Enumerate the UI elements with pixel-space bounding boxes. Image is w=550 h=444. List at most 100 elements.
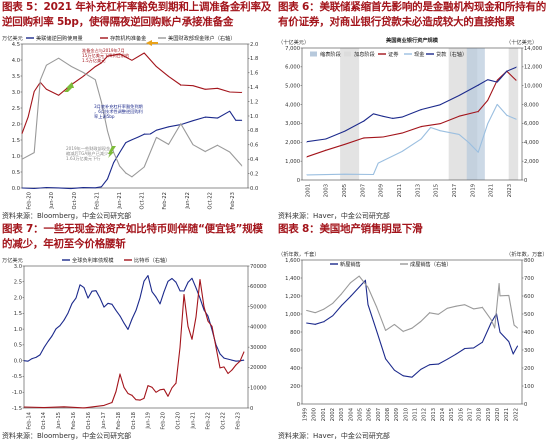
x-tick-label: 2014	[440, 407, 446, 421]
data-point	[59, 325, 61, 327]
x-tick-label: 2007	[376, 408, 382, 421]
data-point	[235, 360, 237, 361]
x-tick-label: 2005	[342, 184, 348, 197]
data-point	[179, 290, 181, 292]
data-point	[31, 358, 33, 360]
data-point	[101, 62, 102, 64]
data-point	[344, 143, 346, 145]
series-line-1	[306, 279, 519, 378]
data-point	[487, 79, 489, 81]
data-point	[195, 287, 197, 289]
data-point	[350, 295, 351, 297]
data-point	[119, 373, 121, 374]
y2-tick-label: 500	[524, 312, 534, 318]
data-point	[43, 406, 45, 408]
data-point	[168, 75, 169, 77]
data-point	[187, 326, 189, 328]
x-tick-label: 2005	[358, 408, 364, 421]
y-tick-label: 0.5	[12, 170, 20, 176]
data-point	[167, 281, 169, 283]
data-point	[191, 278, 193, 279]
y2-tick-label: 1.8	[250, 56, 258, 62]
data-point	[306, 174, 308, 175]
data-point	[143, 133, 145, 134]
data-point	[171, 278, 173, 279]
data-point	[135, 309, 137, 311]
data-point	[204, 88, 206, 90]
data-point	[438, 364, 439, 365]
legend-swatch	[310, 51, 317, 57]
data-point	[223, 357, 225, 358]
data-point	[382, 115, 384, 117]
data-point	[71, 303, 73, 305]
left-unit: 万亿美元	[2, 256, 23, 264]
data-point	[70, 187, 72, 189]
y2-tick-label: 1.0	[250, 114, 258, 120]
x-tick-label: 1999	[303, 408, 309, 421]
data-point	[227, 358, 229, 360]
x-tick-label: Jun-20	[49, 192, 55, 210]
x-tick-label: 2015	[449, 408, 455, 421]
data-point	[420, 320, 422, 322]
data-point	[23, 406, 25, 408]
data-point	[155, 297, 157, 298]
data-point	[323, 308, 325, 309]
data-point	[58, 94, 59, 96]
y2-tick-label: 400	[524, 330, 534, 336]
chart-source: 资料来源：Bloomberg，中金公司研究部	[2, 432, 132, 440]
data-point	[139, 297, 141, 298]
data-point	[123, 322, 125, 324]
data-point	[499, 295, 501, 297]
x-tick-label: 2002	[330, 408, 336, 421]
data-point	[363, 138, 365, 139]
chart-8-svg: 0 200 400 600 800 1,000 1,200 1,400 1,600 0 100 200…	[278, 250, 548, 421]
chart-7-svg: -1.5 -1.0 -0.5 0.0 0.5 1.0 1.5 2.0 2.5 3.0 0 10000 2…	[2, 256, 267, 430]
y-tick-label: 800	[290, 330, 300, 336]
data-point	[46, 88, 47, 90]
series-line-2	[306, 275, 518, 332]
y2-tick-label: 700	[524, 276, 534, 282]
chart-annotation: 准备金占与2019年7月 15万亿美元下降到目前的 1.5万亿美元	[82, 47, 129, 64]
data-point	[377, 162, 379, 164]
y2-tick-label: 70000	[250, 264, 267, 270]
x-tick-label: Oct-16	[86, 412, 92, 429]
data-point	[83, 287, 85, 289]
data-point	[325, 138, 327, 139]
chart-panel-6: 图表 6：美联储紧缩首先影响的是金融机构现金和所持有的有价证券，对商业银行贷款未…	[276, 0, 550, 222]
data-point	[46, 65, 47, 66]
data-point	[91, 290, 93, 292]
y2-tick-label: 60000	[250, 284, 267, 290]
data-point	[473, 308, 474, 309]
x-tick-label: Jun-17	[101, 412, 107, 430]
x-tick-label: Feb-14	[26, 411, 32, 429]
y2-tick-label: 0	[524, 402, 527, 408]
data-point	[40, 79, 41, 81]
y-tick-label: 3.0	[14, 264, 22, 270]
chart-title: 图表 6：美联储紧缩首先影响的是金融机构现金和所持有的有价证券，对商业银行贷款未…	[278, 1, 547, 28]
data-point	[103, 405, 105, 406]
data-point	[513, 324, 515, 326]
data-point	[217, 144, 218, 146]
y-tick-label: 1,600	[285, 258, 300, 264]
data-point	[82, 187, 84, 189]
x-tick-label: Oct-20	[176, 412, 182, 429]
data-point	[137, 136, 139, 138]
data-point	[94, 66, 96, 67]
data-point	[243, 360, 245, 361]
x-tick-label: Oct-14	[41, 411, 47, 429]
data-point	[207, 320, 209, 322]
chart-panel-8: 图表 8：美国地产销售明显下滑 0 200 400 600 800 1,000 1,200 1…	[276, 222, 550, 444]
data-point	[394, 369, 395, 371]
chart-panel-7: 图表 7：一些无现金流资产如比特币则伴随“便宜钱”规模的减少，年初至今价格腰斩 …	[0, 222, 274, 444]
x-tick-label: Feb-23	[235, 412, 241, 430]
x-tick-label: 2022	[513, 408, 519, 421]
data-point	[490, 319, 492, 320]
y-tick-label: 0.5	[14, 343, 22, 349]
data-point	[163, 290, 165, 292]
data-point	[477, 85, 479, 87]
data-point	[151, 387, 153, 389]
y-tick-label: 200	[290, 384, 300, 390]
y2-tick-label: 0.6	[250, 143, 258, 149]
data-point	[239, 361, 241, 362]
data-point	[23, 360, 25, 361]
